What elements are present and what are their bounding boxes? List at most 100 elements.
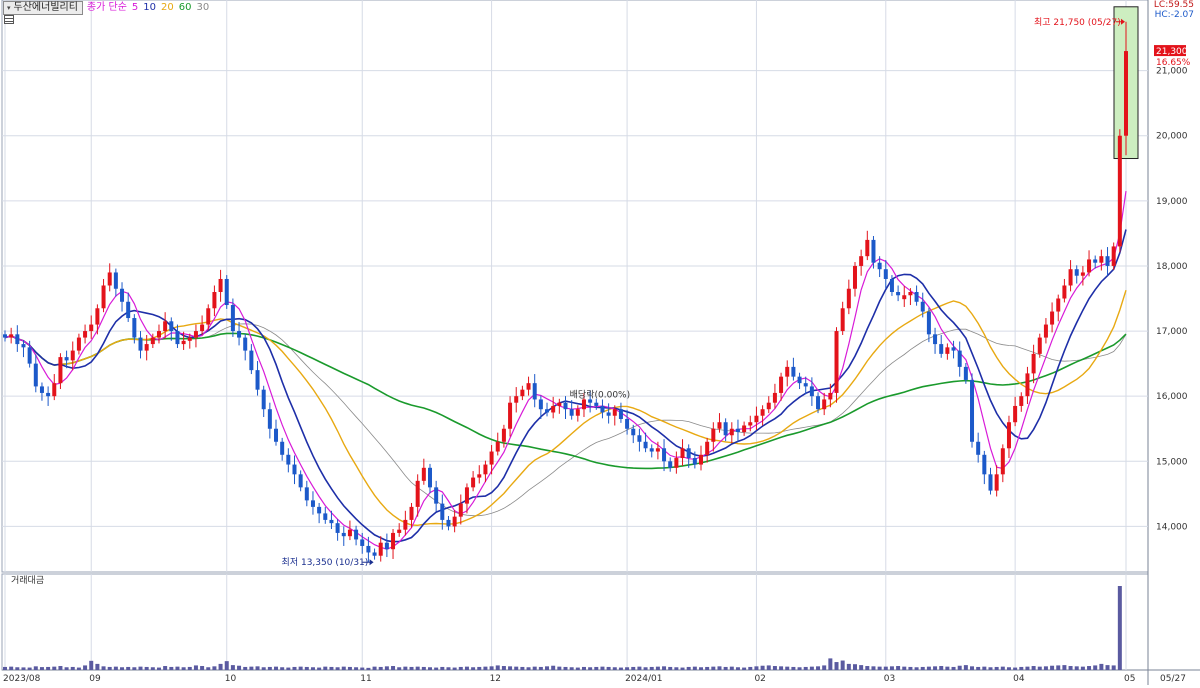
candle-body bbox=[791, 366, 796, 377]
volume-bar bbox=[335, 667, 340, 670]
candle-body bbox=[846, 288, 851, 309]
candle-body bbox=[1117, 135, 1122, 247]
volume-bar bbox=[206, 667, 211, 670]
candle-body bbox=[631, 428, 636, 436]
volume-bar bbox=[421, 666, 426, 670]
volume-bar bbox=[729, 666, 734, 670]
volume-bar bbox=[1093, 665, 1098, 670]
volume-bar bbox=[9, 666, 14, 670]
candle-body bbox=[458, 503, 463, 517]
volume-bar bbox=[181, 667, 186, 670]
candle-body bbox=[988, 474, 993, 491]
candle-body bbox=[877, 262, 882, 270]
volume-bar bbox=[1006, 667, 1011, 670]
candle-body bbox=[1031, 353, 1036, 374]
volume-bar bbox=[674, 667, 679, 670]
volume-bar bbox=[982, 666, 987, 670]
volume-bar bbox=[384, 666, 389, 670]
candle-body bbox=[230, 305, 235, 332]
candle-body bbox=[501, 428, 506, 442]
volume-bar bbox=[95, 663, 100, 670]
candle-body bbox=[637, 435, 642, 442]
candle-body bbox=[606, 412, 611, 416]
candle-body bbox=[126, 301, 131, 319]
candle-body bbox=[1080, 272, 1085, 276]
volume-bar bbox=[896, 666, 901, 670]
volume-bar bbox=[391, 666, 396, 670]
ma-legend[interactable]: 종가 단순 5 10 20 60 30 bbox=[87, 2, 209, 14]
candle-body bbox=[3, 334, 7, 338]
candle-body bbox=[551, 405, 556, 413]
candle-body bbox=[711, 428, 716, 442]
candle-body bbox=[809, 386, 814, 397]
candle-body bbox=[618, 409, 623, 419]
volume-bar bbox=[452, 667, 457, 670]
x-tick-label: 02 bbox=[754, 674, 765, 684]
volume-bar bbox=[1019, 666, 1024, 670]
candle-body bbox=[347, 529, 352, 537]
candle-body bbox=[64, 357, 69, 361]
candle-body bbox=[218, 278, 223, 292]
volume-bar bbox=[859, 665, 864, 670]
x-tick-label: 04 bbox=[1013, 674, 1025, 684]
candle-body bbox=[625, 418, 630, 429]
candle-body bbox=[298, 474, 303, 488]
volume-bar bbox=[403, 666, 408, 670]
candle-body bbox=[187, 337, 192, 341]
volume-bar bbox=[748, 666, 753, 670]
candle-body bbox=[440, 503, 445, 520]
candle-body bbox=[403, 519, 408, 530]
candle-body bbox=[748, 422, 753, 426]
volume-bar bbox=[366, 667, 371, 670]
candle-body bbox=[840, 308, 845, 332]
volume-panel-title: 거래대금 bbox=[11, 575, 44, 586]
candle-body bbox=[649, 448, 654, 452]
candle-body bbox=[1056, 298, 1061, 312]
candle-body bbox=[908, 292, 913, 296]
volume-bar bbox=[477, 666, 482, 670]
candle-body bbox=[76, 337, 81, 351]
volume-bar bbox=[637, 666, 642, 670]
volume-bar bbox=[298, 666, 303, 670]
candle-body bbox=[360, 539, 365, 546]
volume-bar bbox=[643, 667, 648, 670]
candle-body bbox=[883, 269, 888, 279]
x-tick-label: 12 bbox=[490, 674, 501, 684]
candle-body bbox=[27, 347, 32, 364]
candle-body bbox=[1019, 396, 1024, 406]
stock-selector[interactable]: ▾ 두산에너빌리티 bbox=[3, 0, 83, 15]
volume-bar bbox=[397, 667, 402, 670]
volume-bar bbox=[816, 666, 821, 670]
candle-body bbox=[181, 340, 186, 345]
candle-body bbox=[1099, 256, 1104, 263]
candle-body bbox=[489, 451, 494, 465]
volume-bar bbox=[1117, 586, 1122, 670]
chart-menu-icon[interactable] bbox=[4, 15, 14, 24]
candle-body bbox=[729, 428, 734, 436]
candle-body bbox=[243, 337, 248, 351]
volume-bar bbox=[76, 667, 81, 670]
high-annotation: 최고 21,750 (05/27) bbox=[1034, 17, 1121, 28]
y-tick-label: 18,000 bbox=[1156, 262, 1188, 272]
candle-body bbox=[224, 278, 229, 306]
x-tick-label: 05 bbox=[1124, 674, 1135, 684]
y-tick-label: 21,000 bbox=[1156, 67, 1188, 77]
volume-bar bbox=[711, 666, 716, 670]
candle-body bbox=[514, 396, 519, 403]
volume-bar bbox=[33, 666, 38, 670]
candle-body bbox=[957, 350, 962, 367]
candle-body bbox=[508, 402, 513, 429]
dropdown-arrow-icon: ▾ bbox=[7, 3, 11, 12]
volume-bar bbox=[458, 666, 463, 670]
volume-bar bbox=[21, 667, 26, 670]
volume-bar bbox=[680, 667, 685, 670]
x-tick-label: 2024/01 bbox=[625, 674, 662, 684]
candle-body bbox=[760, 409, 765, 416]
volume-bar bbox=[699, 667, 704, 670]
candle-body bbox=[391, 532, 396, 550]
candle-body bbox=[575, 409, 580, 416]
candle-body bbox=[21, 344, 26, 348]
volume-bar bbox=[723, 666, 728, 670]
